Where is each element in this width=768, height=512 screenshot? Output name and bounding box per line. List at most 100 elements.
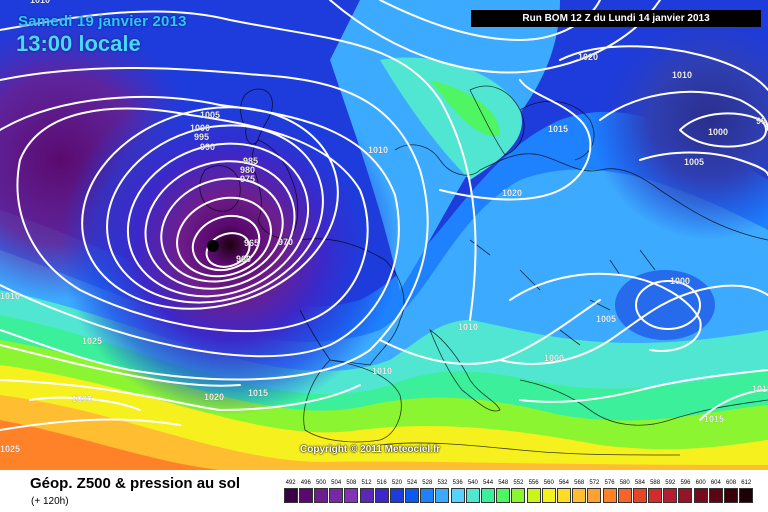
italy-coast bbox=[429, 328, 501, 412]
isobar-label-990: 990 bbox=[200, 142, 215, 152]
scale-swatch bbox=[405, 488, 420, 503]
isobar-label-1020-b: 1020 bbox=[502, 188, 522, 198]
scale-cell: 580 bbox=[617, 479, 632, 507]
scale-label: 520 bbox=[391, 480, 402, 486]
ireland-coast bbox=[199, 165, 241, 212]
scale-swatch bbox=[298, 488, 313, 503]
baltic-coast bbox=[519, 100, 595, 161]
scale-label: 552 bbox=[513, 480, 524, 486]
forecast-time: 13:00 locale bbox=[16, 31, 141, 56]
scale-label: 508 bbox=[346, 480, 357, 486]
isobar-lines bbox=[0, 0, 768, 431]
borders bbox=[469, 239, 656, 346]
scale-label: 584 bbox=[634, 480, 645, 486]
scale-label: 612 bbox=[741, 480, 752, 486]
scale-swatch bbox=[572, 488, 587, 503]
scale-swatch bbox=[359, 488, 374, 503]
scale-cell: 584 bbox=[632, 479, 647, 507]
scale-cell: 564 bbox=[556, 479, 571, 507]
scale-cell: 576 bbox=[602, 479, 617, 507]
scale-swatch bbox=[450, 488, 465, 503]
isobar-label-970: 970 bbox=[278, 237, 293, 247]
scale-cell: 504 bbox=[329, 479, 344, 507]
scale-cell: 524 bbox=[405, 479, 420, 507]
isobar-label-965: 965 bbox=[244, 238, 259, 248]
scale-swatch bbox=[693, 488, 708, 503]
scale-cell: 508 bbox=[344, 479, 359, 507]
scale-swatch bbox=[602, 488, 617, 503]
scale-cell: 588 bbox=[648, 479, 663, 507]
isobar-label-1000-f: 1000 bbox=[670, 276, 690, 286]
scale-label: 596 bbox=[680, 480, 691, 486]
isobar-label-1010-a: 1010 bbox=[368, 145, 388, 155]
scale-label: 544 bbox=[483, 480, 494, 486]
north-africa-coast bbox=[379, 442, 681, 456]
scale-cell: 544 bbox=[480, 479, 496, 507]
scale-cell: 528 bbox=[420, 479, 435, 507]
isobar-label-1020-c: 1020 bbox=[204, 392, 224, 402]
isobar-label-1015-b: 1015 bbox=[248, 388, 268, 398]
low-center-marker bbox=[207, 240, 219, 252]
scale-label: 504 bbox=[331, 480, 342, 486]
isobar-label-1010-f: 1010 bbox=[30, 0, 50, 5]
isobar-label-1000-g: 1000 bbox=[544, 353, 564, 363]
scale-swatch bbox=[374, 488, 389, 503]
scale-swatch bbox=[465, 488, 480, 503]
scale-cell: 496 bbox=[298, 479, 313, 507]
scale-swatch bbox=[526, 488, 541, 503]
isobar-label-995: 995 bbox=[194, 132, 209, 142]
scale-swatch bbox=[678, 488, 693, 503]
scale-swatch bbox=[313, 488, 328, 503]
scale-cell: 560 bbox=[541, 479, 556, 507]
scale-swatch bbox=[708, 488, 723, 503]
scale-label: 560 bbox=[543, 480, 554, 486]
pressure-map: 960 965 970 975 980 985 990 995 1000 100… bbox=[0, 0, 768, 470]
scale-cell: 492 bbox=[283, 479, 298, 507]
scale-cell: 608 bbox=[723, 479, 739, 507]
scale-swatch bbox=[496, 488, 511, 503]
isobar-label-1015-c: 1015 bbox=[704, 414, 724, 424]
scale-cell: 540 bbox=[465, 479, 480, 507]
isobar-label-1030: 1030 bbox=[72, 394, 92, 404]
scale-label: 492 bbox=[285, 480, 296, 486]
scale-cell: 572 bbox=[587, 479, 602, 507]
isobar-label-1025-b: 1025 bbox=[0, 444, 20, 454]
scale-swatch bbox=[511, 488, 526, 503]
isobar-label-975: 975 bbox=[240, 174, 255, 184]
legend-footer: Géop. Z500 & pression au sol (+ 120h) 49… bbox=[0, 470, 768, 512]
isobar-label-1015-a: 1015 bbox=[548, 124, 568, 134]
scale-label: 568 bbox=[574, 480, 585, 486]
scale-cell: 556 bbox=[526, 479, 541, 507]
scale-swatch bbox=[663, 488, 678, 503]
scale-cell: 516 bbox=[374, 479, 389, 507]
scale-label: 556 bbox=[528, 480, 539, 486]
scale-swatch bbox=[739, 488, 754, 503]
scale-cell: 536 bbox=[450, 479, 465, 507]
isobar-label-99: 99 bbox=[756, 116, 766, 126]
scale-cell: 600 bbox=[693, 479, 708, 507]
north-europe-coast bbox=[394, 144, 768, 241]
scale-cell: 604 bbox=[708, 479, 723, 507]
scale-swatch bbox=[556, 488, 571, 503]
iberia-coast bbox=[303, 359, 402, 443]
scale-label: 588 bbox=[650, 480, 661, 486]
scale-label: 576 bbox=[604, 480, 615, 486]
scale-cell: 612 bbox=[739, 479, 754, 507]
scale-swatch bbox=[724, 488, 739, 503]
scale-label: 592 bbox=[665, 480, 676, 486]
scale-swatch bbox=[587, 488, 602, 503]
england-coast bbox=[252, 139, 299, 239]
scale-cell: 548 bbox=[496, 479, 511, 507]
scandinavia-coast bbox=[469, 85, 525, 156]
scale-label: 572 bbox=[589, 480, 600, 486]
isobar-label-1015-d: 1015 bbox=[752, 384, 768, 394]
scale-label: 600 bbox=[695, 480, 706, 486]
legend-subtitle: (+ 120h) bbox=[31, 496, 69, 507]
isobar-label-1000-e: 1000 bbox=[708, 127, 728, 137]
scale-swatch bbox=[435, 488, 450, 503]
isobar-label-1005: 1005 bbox=[200, 110, 220, 120]
scale-cell: 500 bbox=[313, 479, 328, 507]
color-scale: 492 496 500 504 508 512 516 520 524 528 532 536 540 5… bbox=[283, 479, 754, 507]
scale-cell: 596 bbox=[678, 479, 693, 507]
